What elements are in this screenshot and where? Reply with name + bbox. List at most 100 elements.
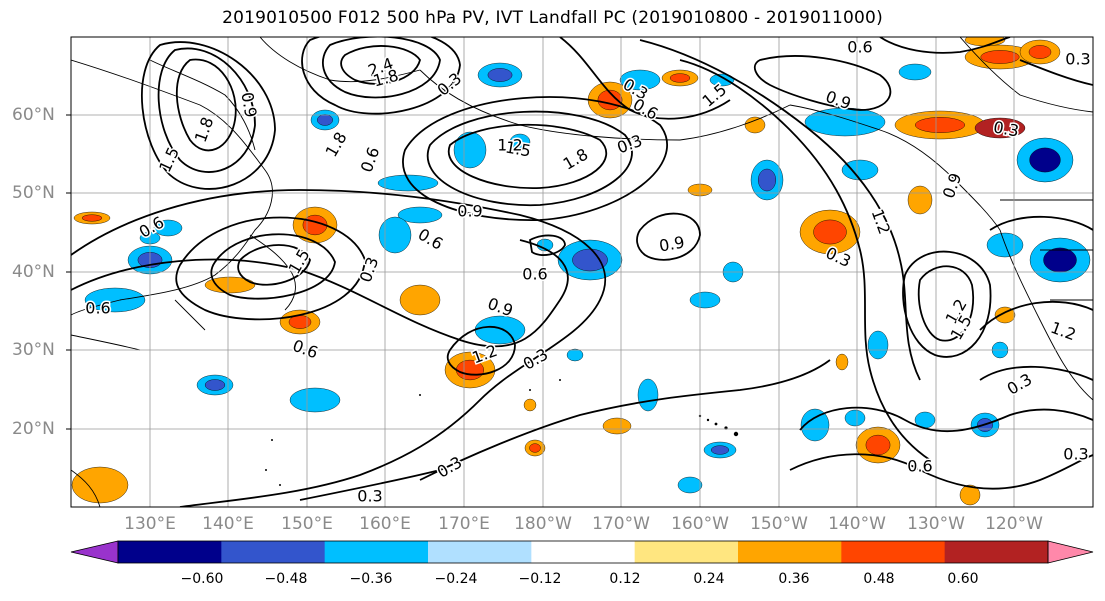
colorbar-tick-label: 0.12 — [609, 571, 641, 587]
ivt-shade-core — [204, 379, 226, 391]
colorbar-tick-label: 0.24 — [693, 571, 725, 587]
contour-label: 0.3 — [1065, 50, 1090, 69]
contour-label: 0.9 — [457, 202, 482, 221]
lon-label: 130°E — [124, 514, 176, 534]
colorbar-swatch — [841, 541, 946, 563]
ivt-shade-region — [907, 185, 933, 215]
lat-label: 30°N — [12, 340, 55, 360]
colorbar-swatch — [634, 541, 739, 563]
ivt-shade-region — [744, 116, 766, 134]
lon-label: 140°W — [828, 514, 886, 534]
contour-label: 0.9 — [237, 91, 260, 119]
colorbar-swatch — [531, 541, 636, 563]
ivt-shade-region — [835, 353, 849, 371]
colorbar-swatch — [118, 541, 222, 563]
colorbar-tick-label: 0.36 — [778, 571, 810, 587]
ivt-shade-core — [317, 114, 333, 126]
colorbar-swatch — [738, 541, 842, 563]
ivt-shade-region — [964, 37, 1006, 47]
contour-label: 0.6 — [907, 457, 932, 476]
colorbar-tick-label: −0.36 — [349, 571, 393, 587]
ivt-shade-region — [619, 69, 661, 91]
ivt-shade-region — [399, 284, 441, 316]
ivt-shade-region — [397, 206, 443, 224]
colorbar-extend-low — [70, 540, 119, 564]
contour-label: 1.2 — [497, 136, 522, 155]
ivt-shade-region — [71, 466, 129, 504]
contour-label: 0.3 — [357, 487, 382, 506]
colorbar-tick-label: 0.60 — [947, 571, 979, 587]
ivt-shade-core — [1029, 147, 1061, 173]
ivt-shade-core — [529, 443, 541, 453]
ivt-shade-region — [509, 133, 531, 151]
ivt-shade-core — [865, 434, 891, 456]
ivt-shade-core — [915, 117, 965, 133]
ivt-shade-region — [867, 330, 889, 360]
ivt-shade-region — [523, 398, 537, 412]
contour-label: 0.6 — [847, 38, 872, 57]
ivt-shade-region — [153, 219, 183, 237]
ivt-shade-region — [84, 287, 146, 313]
contour-label: 0.3 — [1063, 445, 1088, 464]
ivt-shade-region — [959, 484, 981, 506]
ivt-shade-core — [81, 214, 103, 222]
colorbar-tick-label: −0.24 — [434, 571, 478, 587]
lat-label: 20°N — [12, 419, 55, 439]
lon-label: 150°E — [281, 514, 333, 534]
ivt-shade-region — [800, 408, 830, 442]
colorbar-swatch — [221, 541, 326, 563]
ivt-shading — [71, 37, 1091, 506]
lon-label: 180°W — [514, 514, 572, 534]
ivt-shade-region — [204, 276, 256, 294]
ivt-shade-core — [669, 73, 691, 83]
colorbar-tick-label: 0.48 — [863, 571, 895, 587]
ivt-shade-region — [841, 159, 879, 181]
colorbar-swatch — [428, 541, 532, 563]
contour-label: 0.9 — [658, 232, 686, 255]
colorbar-tick-label: −0.60 — [180, 571, 224, 587]
colorbar-border — [117, 540, 1049, 564]
colorbar-swatch — [944, 541, 1049, 563]
contour-label: 0.6 — [85, 299, 110, 318]
ivt-shade-region — [453, 131, 487, 169]
lat-label: 40°N — [12, 262, 55, 282]
colorbar-extend-high — [1047, 540, 1094, 564]
ivt-shade-region — [377, 174, 439, 192]
colorbar-tick-label: −0.12 — [518, 571, 562, 587]
pv-contours — [71, 37, 1093, 507]
ivt-shade-region — [289, 387, 341, 413]
lat-label: 50°N — [12, 183, 55, 203]
ivt-shade-core — [758, 168, 777, 192]
colorbar — [70, 540, 1094, 564]
lon-label: 120°W — [985, 514, 1043, 534]
lon-label: 170°W — [592, 514, 650, 534]
ivt-shade-core — [1028, 45, 1052, 59]
ivt-shade-region — [378, 216, 412, 254]
ivt-shade-core — [1043, 247, 1077, 273]
ivt-shade-core — [487, 68, 513, 82]
ivt-shade-region — [689, 291, 721, 309]
lon-label: 160°E — [359, 514, 411, 534]
ivt-shade-region — [898, 63, 932, 81]
ivt-shade-region — [844, 409, 866, 427]
lat-label: 60°N — [12, 105, 55, 125]
lon-label: 150°W — [750, 514, 808, 534]
ivt-shade-region — [677, 476, 703, 494]
ivt-shade-region — [566, 348, 584, 362]
contour-label: 0.6 — [522, 265, 547, 284]
contour-label: 0.3 — [992, 117, 1020, 140]
ivt-shade-region — [709, 73, 735, 87]
ivt-shade-core — [813, 219, 847, 245]
ivt-shade-region — [974, 117, 1026, 139]
ivt-shade-core — [572, 248, 608, 272]
ivt-shade-region — [474, 315, 526, 345]
ivt-shade-region — [602, 417, 632, 435]
ivt-shade-region — [637, 378, 659, 412]
map-title: 2019010500 F012 500 hPa PV, IVT Landfall… — [222, 8, 883, 28]
lon-label: 140°E — [202, 514, 254, 534]
colorbar-swatch — [324, 541, 429, 563]
ivt-shade-core — [711, 445, 730, 455]
lon-label: 160°W — [671, 514, 729, 534]
lon-label: 130°W — [907, 514, 965, 534]
